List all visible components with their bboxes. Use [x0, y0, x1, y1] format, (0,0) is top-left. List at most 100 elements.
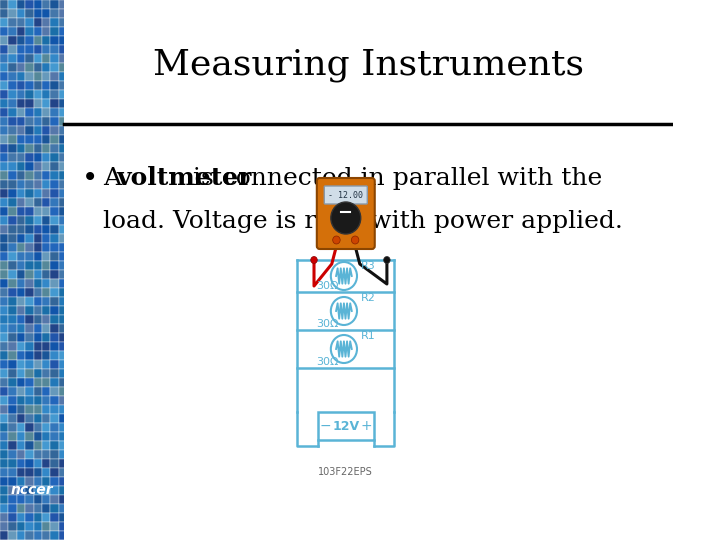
Circle shape — [330, 262, 357, 290]
Bar — [59, 153, 67, 162]
Bar — [34, 180, 42, 189]
Bar — [34, 270, 42, 279]
Bar — [42, 306, 50, 315]
Bar — [9, 504, 17, 513]
Bar — [59, 522, 67, 531]
Bar — [34, 108, 42, 117]
Bar — [17, 378, 25, 387]
Bar — [0, 189, 9, 198]
Bar — [42, 198, 50, 207]
Bar — [17, 333, 25, 342]
Bar — [25, 378, 34, 387]
Bar — [50, 387, 59, 396]
Bar — [42, 279, 50, 288]
Bar — [17, 234, 25, 243]
Bar — [17, 504, 25, 513]
Bar — [25, 171, 34, 180]
Bar — [9, 522, 17, 531]
Bar — [0, 369, 9, 378]
Bar — [42, 117, 50, 126]
Bar — [17, 135, 25, 144]
Bar — [9, 27, 17, 36]
Bar — [59, 144, 67, 153]
Bar — [17, 162, 25, 171]
Bar — [42, 324, 50, 333]
Bar — [42, 126, 50, 135]
Bar — [59, 288, 67, 297]
Bar — [42, 396, 50, 405]
Bar — [59, 180, 67, 189]
Bar — [17, 54, 25, 63]
Bar — [34, 162, 42, 171]
Bar — [34, 225, 42, 234]
Bar — [34, 513, 42, 522]
Bar — [59, 162, 67, 171]
Bar — [34, 198, 42, 207]
Text: 30Ω: 30Ω — [316, 281, 338, 291]
Bar — [318, 412, 374, 440]
Bar — [9, 378, 17, 387]
Text: R1: R1 — [361, 331, 376, 341]
Bar — [17, 0, 25, 9]
Bar — [34, 243, 42, 252]
Bar — [42, 504, 50, 513]
Bar — [0, 162, 9, 171]
Bar — [59, 261, 67, 270]
Bar — [59, 81, 67, 90]
Bar — [17, 513, 25, 522]
Bar — [34, 495, 42, 504]
Bar — [9, 108, 17, 117]
Bar — [42, 333, 50, 342]
Bar — [17, 144, 25, 153]
Text: −: − — [320, 419, 331, 433]
Bar — [50, 261, 59, 270]
Bar — [59, 450, 67, 459]
Bar — [0, 414, 9, 423]
Bar — [34, 432, 42, 441]
Circle shape — [330, 297, 357, 325]
Bar — [9, 486, 17, 495]
Bar — [25, 423, 34, 432]
Bar — [50, 90, 59, 99]
Bar — [0, 333, 9, 342]
Bar — [59, 477, 67, 486]
Bar — [25, 216, 34, 225]
Bar — [9, 153, 17, 162]
Bar — [17, 279, 25, 288]
Bar — [17, 306, 25, 315]
Text: is connected in parallel with the: is connected in parallel with the — [185, 167, 603, 190]
Bar — [59, 297, 67, 306]
Bar — [9, 180, 17, 189]
Bar — [17, 171, 25, 180]
Bar — [9, 306, 17, 315]
Bar — [9, 459, 17, 468]
Bar — [9, 513, 17, 522]
Bar — [59, 63, 67, 72]
Bar — [9, 0, 17, 9]
Bar — [34, 486, 42, 495]
Bar — [59, 216, 67, 225]
Bar — [25, 396, 34, 405]
Text: 103F22EPS: 103F22EPS — [318, 467, 373, 477]
Bar — [34, 54, 42, 63]
Bar — [50, 54, 59, 63]
Bar — [34, 414, 42, 423]
Bar — [59, 531, 67, 540]
Bar — [42, 414, 50, 423]
Bar — [34, 324, 42, 333]
Bar — [25, 36, 34, 45]
Bar — [17, 207, 25, 216]
Bar — [59, 351, 67, 360]
Bar — [59, 324, 67, 333]
Bar — [25, 189, 34, 198]
Bar — [0, 513, 9, 522]
Bar — [0, 153, 9, 162]
Bar — [0, 459, 9, 468]
Bar — [9, 432, 17, 441]
Bar — [9, 171, 17, 180]
Bar — [0, 360, 9, 369]
Bar — [25, 522, 34, 531]
Bar — [59, 54, 67, 63]
Bar — [34, 234, 42, 243]
Bar — [42, 27, 50, 36]
